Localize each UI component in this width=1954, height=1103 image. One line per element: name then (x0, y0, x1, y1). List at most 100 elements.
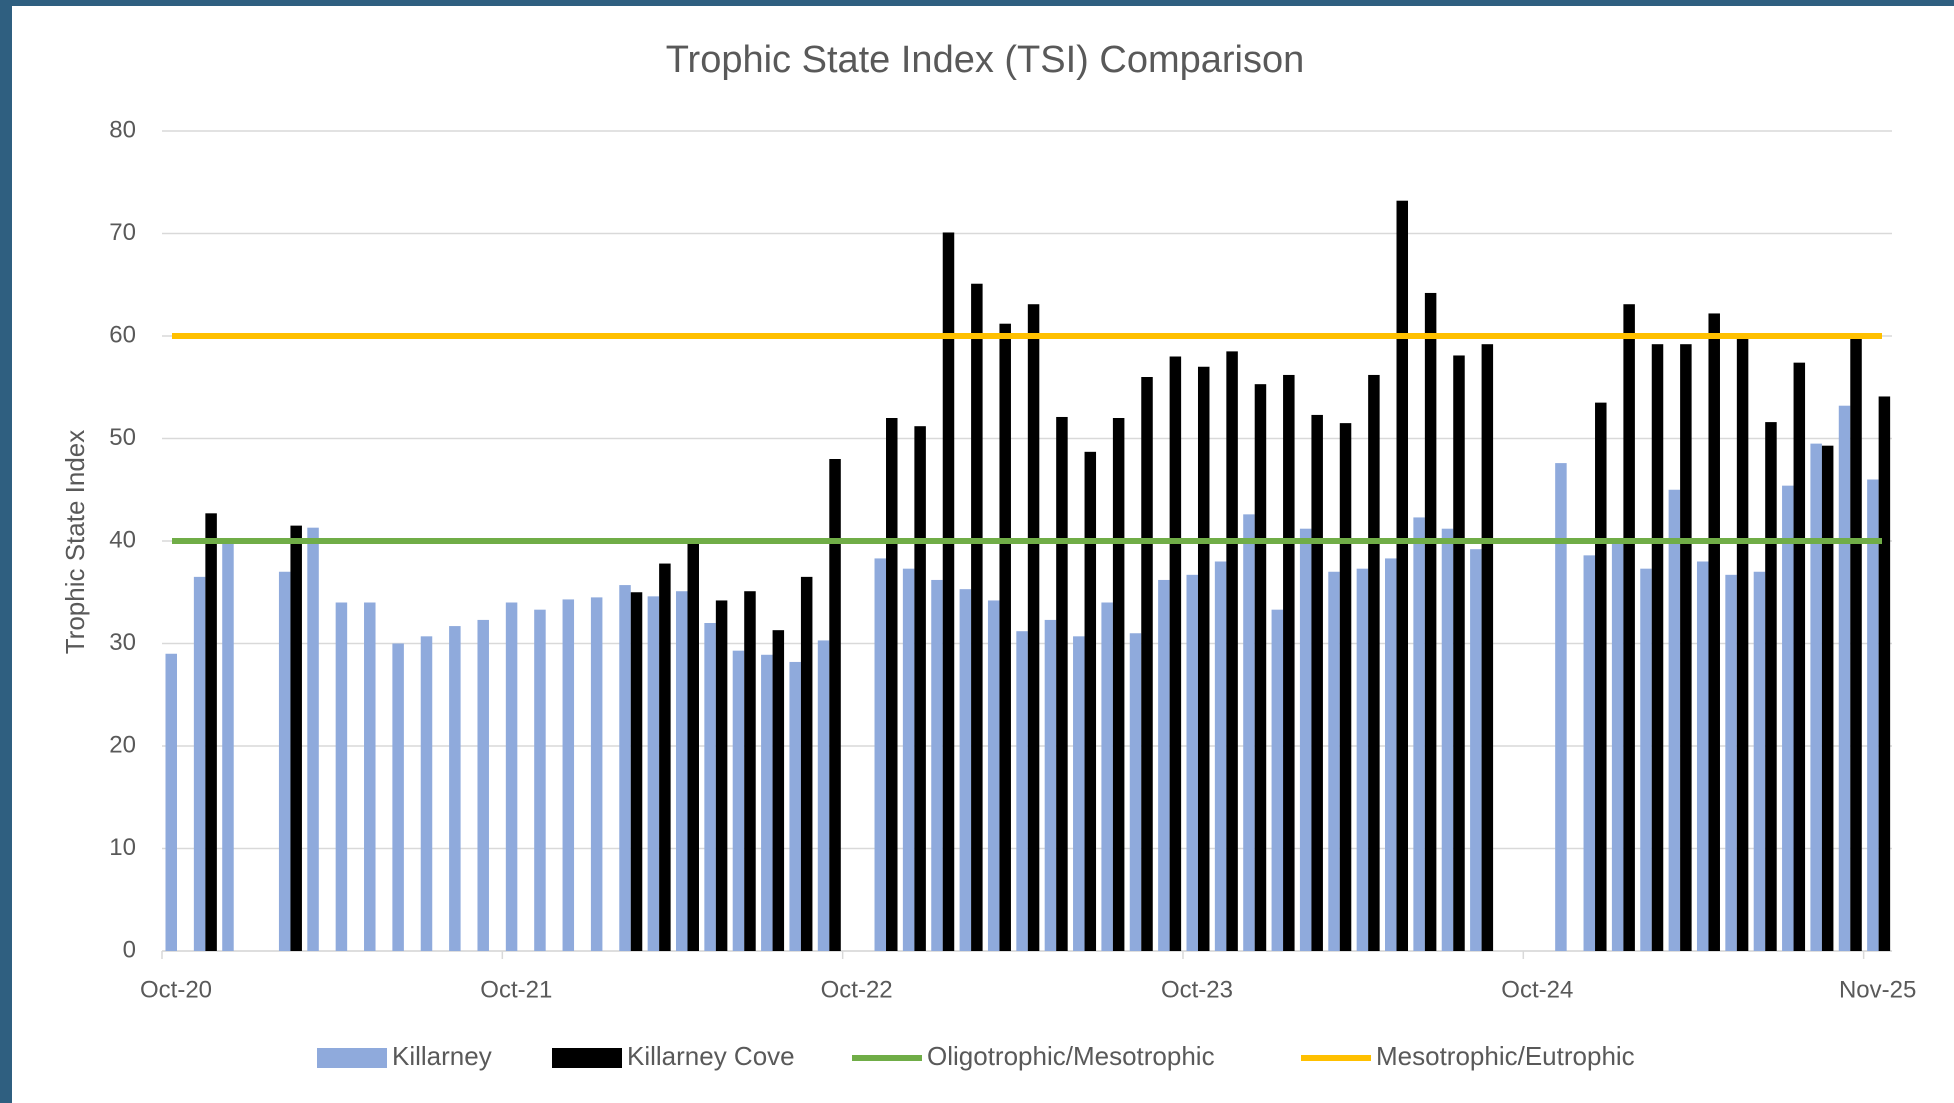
bar (534, 609, 546, 951)
bar (505, 602, 518, 951)
bar (278, 571, 291, 951)
bar (1169, 356, 1182, 951)
bar (1186, 574, 1198, 951)
y-tick-label: 20 (109, 731, 136, 758)
bar (659, 563, 671, 951)
bar (1470, 549, 1482, 951)
y-tick-label: 80 (109, 116, 136, 143)
bar (222, 541, 234, 951)
bar (1413, 517, 1425, 951)
x-tick-label: Oct-20 (140, 976, 212, 1003)
bar (987, 600, 1000, 951)
bar (1084, 451, 1097, 951)
y-tick-label: 0 (123, 936, 136, 963)
y-tick-label: 50 (109, 424, 136, 451)
bar (1424, 292, 1437, 951)
bar (1328, 571, 1340, 951)
bar (744, 591, 756, 951)
x-tick-label: Nov-25 (1839, 976, 1916, 1003)
bar (1611, 541, 1624, 951)
bar (647, 596, 660, 951)
bar (1044, 619, 1057, 951)
bar (886, 418, 898, 951)
bar (1283, 374, 1295, 951)
bar (1736, 336, 1749, 951)
bar (1793, 362, 1806, 951)
bar (1129, 633, 1142, 951)
bar (1141, 377, 1153, 951)
chart-title: Trophic State Index (TSI) Comparison (666, 39, 1305, 81)
bar (1680, 344, 1692, 951)
bar (1810, 443, 1822, 951)
bar (874, 558, 887, 951)
bar (1668, 489, 1681, 951)
bar (1299, 528, 1312, 951)
bar (1214, 561, 1227, 951)
bar (449, 626, 461, 951)
bar (829, 459, 841, 951)
y-tick-label: 30 (109, 629, 136, 656)
bar (364, 602, 376, 951)
bar (590, 597, 603, 951)
bar (1226, 351, 1238, 951)
bar (630, 592, 643, 951)
bar (619, 585, 631, 951)
bar (999, 323, 1011, 951)
legend-label: Oligotrophic/Mesotrophic (927, 1041, 1215, 1071)
bar (1339, 423, 1352, 951)
bar (165, 653, 177, 951)
bar (1056, 416, 1068, 952)
bar (1867, 479, 1879, 951)
bar (1271, 609, 1284, 951)
bar (772, 630, 785, 951)
bar (1243, 514, 1255, 951)
bar (1878, 396, 1891, 952)
bar (1385, 558, 1397, 951)
bar (789, 661, 801, 951)
y-tick-label: 10 (109, 834, 136, 861)
bar (1696, 561, 1709, 951)
legend-label: Killarney (392, 1041, 492, 1071)
bar (1441, 528, 1454, 951)
bar (1073, 636, 1085, 951)
bar (1753, 571, 1766, 951)
bar (704, 623, 716, 951)
bar (1356, 568, 1369, 951)
bar (1725, 574, 1737, 951)
x-tick-label: Oct-23 (1161, 976, 1233, 1003)
bar (1368, 374, 1380, 951)
x-tick-label: Oct-21 (480, 976, 552, 1003)
y-tick-label: 60 (109, 321, 136, 348)
y-tick-label: 70 (109, 219, 136, 246)
bar (715, 600, 728, 951)
bar (562, 599, 575, 951)
bar (1850, 336, 1862, 951)
bar (971, 283, 983, 952)
bar (335, 602, 348, 951)
bar (307, 527, 319, 951)
bar (902, 568, 915, 951)
bar (1640, 568, 1652, 951)
bar (1821, 445, 1834, 951)
bar (817, 640, 830, 951)
bar (1101, 602, 1113, 951)
y-tick-label: 40 (109, 526, 136, 553)
bar (1311, 414, 1323, 951)
bar (931, 579, 943, 951)
bar (942, 232, 955, 952)
bar (1708, 313, 1720, 951)
bar (732, 650, 745, 951)
y-axis-label: Trophic State Index (60, 430, 90, 655)
bar (290, 525, 302, 951)
x-tick-label: Oct-22 (821, 976, 893, 1003)
bar (675, 591, 688, 951)
bar (800, 576, 813, 951)
bar (420, 636, 433, 951)
bar (1583, 555, 1596, 951)
bar (1555, 463, 1567, 951)
bar (1016, 631, 1028, 951)
bar (1595, 402, 1607, 951)
legend-swatch (552, 1048, 622, 1068)
